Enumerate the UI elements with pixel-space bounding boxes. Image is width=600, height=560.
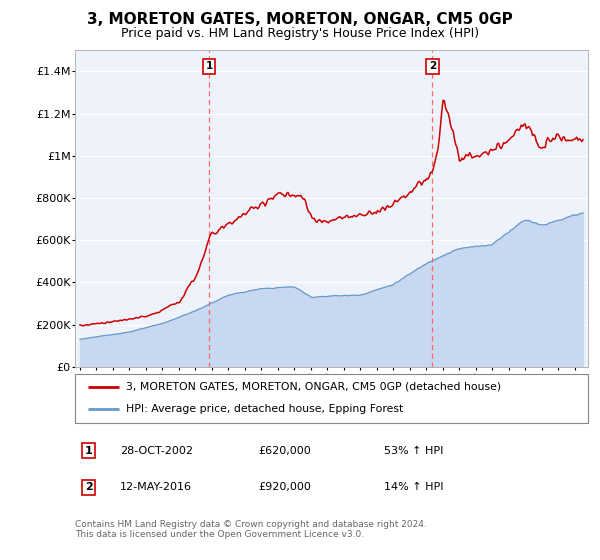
Text: 28-OCT-2002: 28-OCT-2002 [120, 446, 193, 456]
Text: 14% ↑ HPI: 14% ↑ HPI [384, 482, 443, 492]
Text: 3, MORETON GATES, MORETON, ONGAR, CM5 0GP (detached house): 3, MORETON GATES, MORETON, ONGAR, CM5 0G… [127, 382, 502, 392]
Text: 1: 1 [205, 62, 213, 72]
Text: 12-MAY-2016: 12-MAY-2016 [120, 482, 192, 492]
FancyBboxPatch shape [75, 374, 588, 423]
Text: £620,000: £620,000 [258, 446, 311, 456]
Text: Contains HM Land Registry data © Crown copyright and database right 2024.
This d: Contains HM Land Registry data © Crown c… [75, 520, 427, 539]
Text: £920,000: £920,000 [258, 482, 311, 492]
Text: 2: 2 [85, 482, 92, 492]
Text: 3, MORETON GATES, MORETON, ONGAR, CM5 0GP: 3, MORETON GATES, MORETON, ONGAR, CM5 0G… [87, 12, 513, 27]
Text: Price paid vs. HM Land Registry's House Price Index (HPI): Price paid vs. HM Land Registry's House … [121, 27, 479, 40]
Text: HPI: Average price, detached house, Epping Forest: HPI: Average price, detached house, Eppi… [127, 404, 404, 414]
Text: 1: 1 [85, 446, 92, 456]
Text: 2: 2 [428, 62, 436, 72]
Text: 53% ↑ HPI: 53% ↑ HPI [384, 446, 443, 456]
